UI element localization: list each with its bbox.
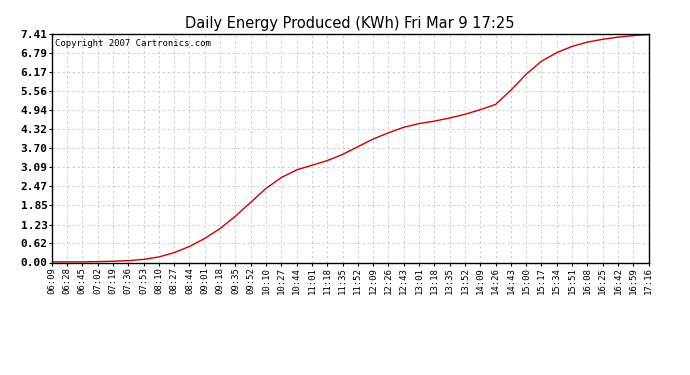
Text: Copyright 2007 Cartronics.com: Copyright 2007 Cartronics.com — [55, 39, 210, 48]
Title: Daily Energy Produced (KWh) Fri Mar 9 17:25: Daily Energy Produced (KWh) Fri Mar 9 17… — [186, 16, 515, 31]
